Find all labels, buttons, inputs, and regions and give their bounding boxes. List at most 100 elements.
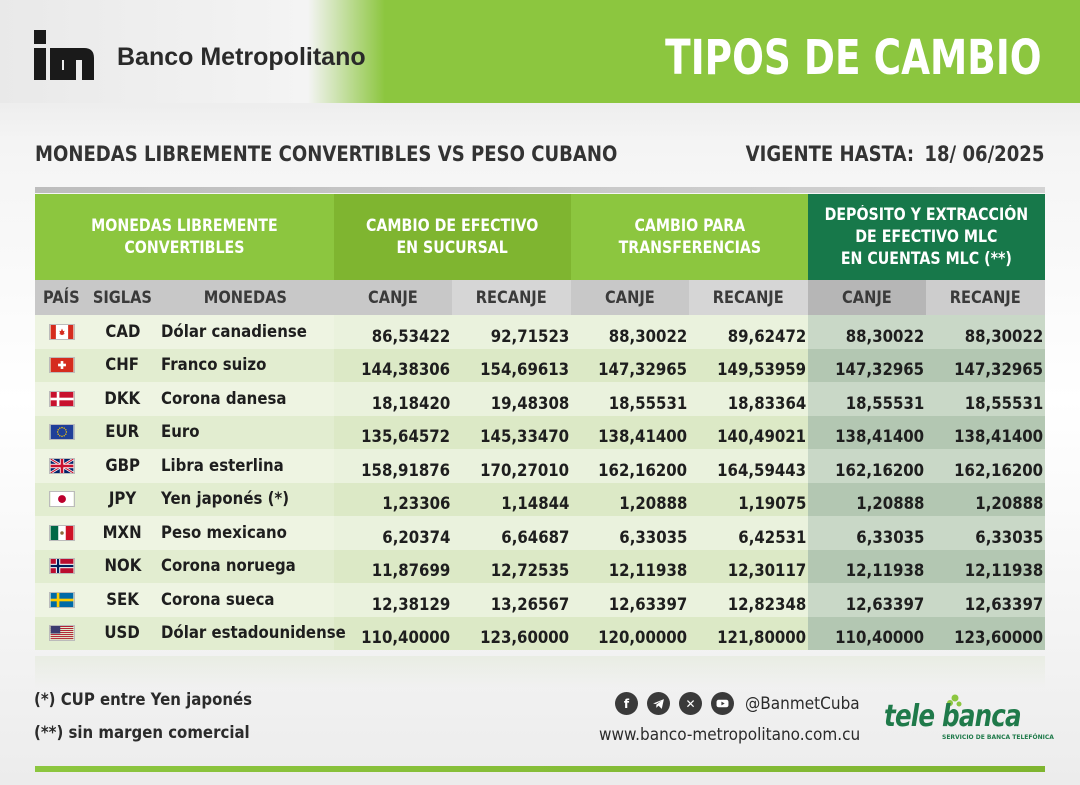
norway-flag-icon bbox=[48, 558, 75, 575]
transfer-canje-value: 147,32965 bbox=[571, 348, 689, 382]
denmark-flag-icon bbox=[48, 390, 75, 407]
website-link[interactable]: www.banco-metropolitano.com.cu bbox=[599, 725, 861, 745]
mlc-recanje-value: 6,33035 bbox=[926, 516, 1045, 550]
youtube-icon[interactable] bbox=[711, 692, 734, 715]
validity-label: VIGENTE HASTA: bbox=[745, 142, 914, 166]
transfer-canje-value: 6,33035 bbox=[571, 516, 689, 550]
cash-recanje-value: 92,71523 bbox=[452, 315, 571, 349]
currency-code: SEK bbox=[88, 583, 157, 617]
transfer-recanje-value: 149,53959 bbox=[689, 348, 808, 382]
mexico-flag-icon bbox=[48, 524, 75, 541]
currency-code: GBP bbox=[88, 449, 157, 483]
currency-code: USD bbox=[88, 616, 157, 650]
col-monedas: MONEDAS bbox=[157, 280, 334, 315]
currency-code: DKK bbox=[88, 382, 157, 416]
table-row: SEK Corona sueca 12,38129 13,26567 12,63… bbox=[35, 583, 1045, 617]
col-mlc-recanje: RECANJE bbox=[926, 280, 1045, 315]
currency-name: Dólar canadiense bbox=[157, 315, 334, 349]
telegram-icon[interactable] bbox=[647, 692, 670, 715]
sub-header-row: PAÍS SIGLAS MONEDAS CANJE RECANJE CANJE … bbox=[35, 280, 1045, 315]
col-cash-recanje: RECANJE bbox=[452, 280, 571, 315]
mlc-canje-value: 88,30022 bbox=[808, 315, 926, 349]
mlc-recanje-value: 147,32965 bbox=[926, 348, 1045, 382]
country-flag bbox=[35, 516, 88, 550]
cash-canje-value: 110,40000 bbox=[334, 616, 452, 650]
mlc-canje-value: 12,63397 bbox=[808, 583, 926, 617]
transfer-recanje-value: 12,82348 bbox=[689, 583, 808, 617]
cash-recanje-value: 19,48308 bbox=[452, 382, 571, 416]
transfer-canje-value: 12,11938 bbox=[571, 549, 689, 583]
table-row: EUR Euro 135,64572 145,33470 138,41400 1… bbox=[35, 415, 1045, 449]
transfer-recanje-value: 121,80000 bbox=[689, 616, 808, 650]
facebook-icon[interactable]: f bbox=[615, 692, 638, 715]
sweden-flag-icon bbox=[48, 591, 75, 608]
mlc-canje-value: 110,40000 bbox=[808, 616, 926, 650]
transfer-canje-value: 1,20888 bbox=[571, 482, 689, 516]
telebanca-dots-icon bbox=[947, 694, 962, 707]
header-transfer-exchange: CAMBIO PARA TRANSFERENCIAS bbox=[571, 194, 808, 280]
cash-canje-value: 144,38306 bbox=[334, 348, 452, 382]
mlc-canje-value: 18,55531 bbox=[808, 382, 926, 416]
col-transfer-recanje: RECANJE bbox=[689, 280, 808, 315]
currency-name: Corona sueca bbox=[157, 583, 334, 617]
cash-canje-value: 12,38129 bbox=[334, 583, 452, 617]
social-links: f ✕ @BanmetCuba bbox=[615, 692, 872, 715]
table-row: USD Dólar estadounidense 110,40000 123,6… bbox=[35, 616, 1045, 650]
col-pais: PAÍS bbox=[35, 280, 88, 315]
telebanca-wordmark: tele banca bbox=[884, 699, 1022, 734]
mlc-canje-value: 12,11938 bbox=[808, 549, 926, 583]
col-transfer-canje: CANJE bbox=[571, 280, 689, 315]
table-subtitle: MONEDAS LIBREMENTE CONVERTIBLES VS PESO … bbox=[35, 142, 618, 166]
transfer-canje-value: 88,30022 bbox=[571, 315, 689, 349]
cash-recanje-value: 13,26567 bbox=[452, 583, 571, 617]
transfer-canje-value: 162,16200 bbox=[571, 449, 689, 483]
mlc-recanje-value: 138,41400 bbox=[926, 415, 1045, 449]
mlc-canje-value: 162,16200 bbox=[808, 449, 926, 483]
cash-recanje-value: 12,72535 bbox=[452, 549, 571, 583]
table-row: MXN Peso mexicano 6,20374 6,64687 6,3303… bbox=[35, 516, 1045, 550]
cash-recanje-value: 154,69613 bbox=[452, 348, 571, 382]
bank-name: Banco Metropolitano bbox=[117, 43, 366, 71]
usa-flag-icon bbox=[48, 625, 75, 642]
country-flag bbox=[35, 449, 88, 483]
telebanca-logo: tele banca SERVICIO DE BANCA TELEFÓNICA bbox=[884, 693, 1054, 743]
col-cash-canje: CANJE bbox=[334, 280, 452, 315]
table-row: NOK Corona noruega 11,87699 12,72535 12,… bbox=[35, 549, 1045, 583]
header-currencies: MONEDAS LIBREMENTE CONVERTIBLES bbox=[35, 194, 334, 280]
switzerland-flag-icon bbox=[48, 357, 75, 374]
country-flag bbox=[35, 315, 88, 349]
logo-area: Banco Metropolitano bbox=[0, 0, 385, 103]
table-row: CAD Dólar canadiense 86,53422 92,71523 8… bbox=[35, 315, 1045, 349]
validity-date: 18/ 06/2025 bbox=[923, 142, 1044, 166]
table-row: CHF Franco suizo 144,38306 154,69613 147… bbox=[35, 348, 1045, 382]
footnote-yen: (*) CUP entre Yen japonés bbox=[34, 690, 253, 710]
cash-canje-value: 86,53422 bbox=[334, 315, 452, 349]
country-flag bbox=[35, 616, 88, 650]
transfer-recanje-value: 6,42531 bbox=[689, 516, 808, 550]
transfer-recanje-value: 1,19075 bbox=[689, 482, 808, 516]
cash-canje-value: 18,18420 bbox=[334, 382, 452, 416]
currency-name: Libra esterlina bbox=[157, 449, 334, 483]
x-icon[interactable]: ✕ bbox=[679, 692, 702, 715]
header-cash-exchange: CAMBIO DE EFECTIVO EN SUCURSAL bbox=[334, 194, 571, 280]
exchange-rate-table: MONEDAS LIBREMENTE CONVERTIBLES CAMBIO D… bbox=[35, 194, 1045, 650]
mlc-recanje-value: 18,55531 bbox=[926, 382, 1045, 416]
table-row: GBP Libra esterlina 158,91876 170,27010 … bbox=[35, 449, 1045, 483]
transfer-recanje-value: 164,59443 bbox=[689, 449, 808, 483]
currency-name: Franco suizo bbox=[157, 348, 334, 382]
currency-name: Peso mexicano bbox=[157, 516, 334, 550]
currency-name: Corona danesa bbox=[157, 382, 334, 416]
divider bbox=[35, 187, 1045, 193]
currency-name: Dólar estadounidense bbox=[157, 616, 346, 650]
japan-flag-icon bbox=[48, 491, 75, 508]
mlc-recanje-value: 12,63397 bbox=[926, 583, 1045, 617]
transfer-canje-value: 12,63397 bbox=[571, 583, 689, 617]
country-flag bbox=[35, 482, 88, 516]
currency-name: Yen japonés (*) bbox=[157, 482, 334, 516]
currency-code: EUR bbox=[88, 415, 157, 449]
mlc-recanje-value: 12,11938 bbox=[926, 549, 1045, 583]
cash-recanje-value: 1,14844 bbox=[452, 482, 571, 516]
currency-code: CAD bbox=[88, 315, 157, 349]
cash-canje-value: 11,87699 bbox=[334, 549, 452, 583]
social-handle[interactable]: @BanmetCuba bbox=[745, 693, 860, 714]
